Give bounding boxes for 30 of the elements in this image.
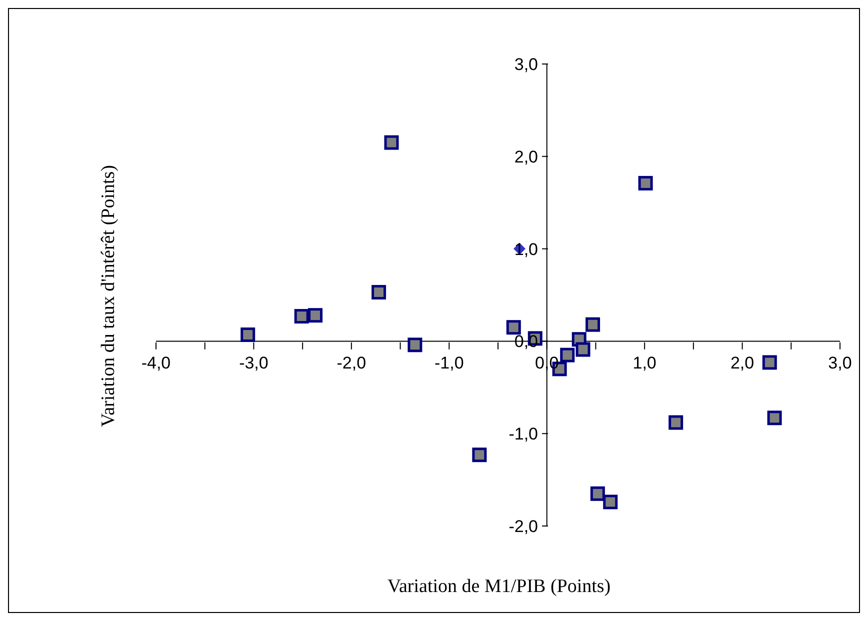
point — [308, 308, 323, 323]
point — [590, 486, 605, 501]
point — [668, 415, 684, 430]
point — [408, 338, 422, 352]
point — [586, 317, 600, 332]
x-tick-label: -2,0 — [336, 353, 366, 372]
point — [560, 348, 575, 362]
point — [767, 410, 782, 426]
point — [638, 176, 653, 190]
point — [294, 309, 309, 324]
x-tick-label: -3,0 — [239, 353, 268, 372]
point — [576, 342, 590, 357]
point — [240, 327, 256, 342]
x-tick-label: 1,0 — [632, 353, 656, 372]
x-axis-title: Variation de M1/PIB (Points) — [386, 576, 612, 598]
point — [762, 355, 777, 370]
point — [384, 135, 399, 150]
point — [472, 448, 487, 462]
point — [372, 284, 386, 300]
y-tick-label: -2,0 — [508, 517, 538, 536]
x-tick-label: 3,0 — [828, 353, 852, 372]
y-tick-label: 2,0 — [514, 147, 538, 166]
x-tick-label: -1,0 — [434, 353, 464, 372]
y-tick-label: -1,0 — [508, 424, 538, 444]
y-axis-title: Variation du taux d'intérêt (Points) — [98, 165, 120, 427]
point — [603, 494, 618, 510]
x-tick-label: -4,0 — [141, 353, 171, 372]
x-tick-label: 2,0 — [730, 353, 754, 372]
point — [506, 320, 521, 335]
y-tick-label: 3,0 — [514, 55, 538, 74]
